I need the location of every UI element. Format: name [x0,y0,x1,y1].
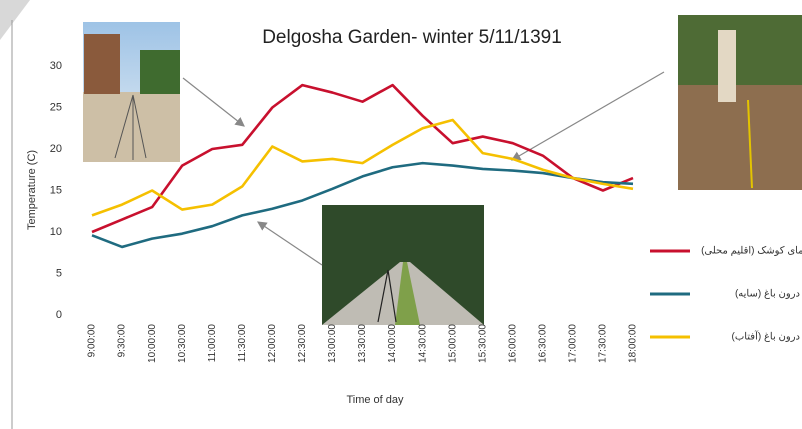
x-tick-label: 11:30:00 [237,324,248,363]
x-tick-label: 12:30:00 [297,324,308,363]
y-tick-label: 20 [50,143,62,155]
legend-label: درون باغ (سایه) [735,289,800,300]
x-tick-label: 17:30:00 [598,324,609,363]
x-tick-label: 10:00:00 [147,324,158,363]
corner [0,0,30,40]
arrow [510,71,665,161]
x-tick-label: 13:30:00 [357,324,368,363]
y-axis-label: Temperature (C) [26,150,38,230]
x-tick-label: 15:30:00 [477,324,488,363]
arrow [182,77,245,127]
x-tick-label: 11:00:00 [207,324,218,363]
y-tick-label: 15 [50,184,62,196]
x-tick-label: 9:30:00 [117,324,128,358]
legend-label: درون باغ (آفتاب) [731,330,800,343]
x-axis-label: Time of day [346,394,404,406]
y-tick-label: 30 [50,60,62,72]
x-tick-label: 13:00:00 [327,324,338,363]
chart-title: Delgosha Garden- winter 5/11/1391 [262,27,562,48]
y-tick-label: 5 [56,267,62,279]
x-tick-label: 18:00:00 [628,324,639,363]
series-line [91,118,634,217]
x-tick-label: 15:00:00 [447,324,458,363]
photo [83,22,180,162]
x-tick-label: 17:00:00 [568,324,579,363]
x-tick-label: 16:30:00 [537,324,548,363]
x-tick-label: 12:00:00 [267,324,278,363]
photo [322,205,484,325]
y-tick-label: 0 [56,309,62,321]
arrow [257,221,323,266]
x-tick-label: 14:00:00 [387,324,398,363]
photo [678,15,802,190]
x-tick-label: 16:00:00 [507,324,518,363]
legend-label: دمای کوشک (اقلیم محلی) [701,246,802,257]
series-line [91,161,634,249]
x-tick-label: 14:30:00 [417,324,428,363]
series-line [91,83,634,234]
x-tick-label: 10:30:00 [177,324,188,363]
y-tick-label: 25 [50,101,62,113]
x-tick-label: 9:00:00 [87,324,98,358]
y-tick-label: 10 [50,226,62,238]
